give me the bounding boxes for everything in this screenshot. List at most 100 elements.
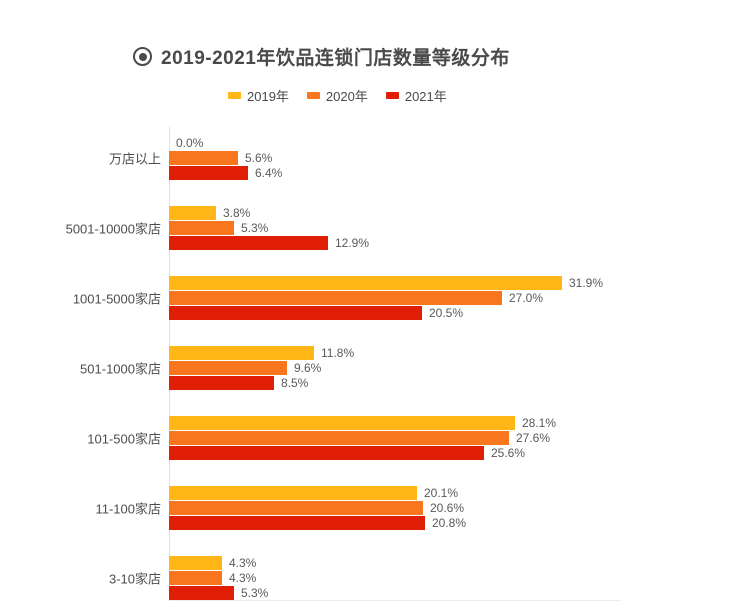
bar-row: 25.6% <box>169 446 729 460</box>
category-label: 11-100家店 <box>95 501 161 517</box>
bar-row: 20.1% <box>169 486 729 500</box>
bar-value-label: 25.6% <box>491 446 526 460</box>
bar-2020年 <box>169 431 509 445</box>
bar-set: 20.1% 20.6% 20.8% <box>169 486 729 530</box>
bar-value-label: 4.3% <box>229 556 257 570</box>
category-label: 万店以上 <box>108 151 161 167</box>
bar-row: 20.8% <box>169 516 729 530</box>
bar-2021年 <box>169 446 484 460</box>
bar-row: 11.8% <box>169 346 729 360</box>
bar-value-label: 5.6% <box>245 151 273 165</box>
bar-row: 5.3% <box>169 586 729 600</box>
bar-value-label: 20.5% <box>429 306 464 320</box>
bar-value-label: 31.9% <box>569 276 604 290</box>
bar-2019年 <box>169 556 222 570</box>
bar-value-label: 6.4% <box>255 166 283 180</box>
bar-2020年 <box>169 501 423 515</box>
bar-row: 0.0% <box>169 136 729 150</box>
bullseye-icon <box>133 47 152 66</box>
bar-value-label: 8.5% <box>281 376 309 390</box>
bar-value-label: 5.3% <box>241 221 269 235</box>
bar-row: 28.1% <box>169 416 729 430</box>
category-label: 1001-5000家店 <box>72 291 161 307</box>
bar-value-label: 28.1% <box>522 416 557 430</box>
legend-swatch-2019 <box>228 92 241 99</box>
bar-group: 3-10家店 4.3% 4.3% 5.3% <box>0 556 729 600</box>
category-label: 3-10家店 <box>108 571 161 587</box>
bar-row: 20.6% <box>169 501 729 515</box>
bar-set: 31.9% 27.0% 20.5% <box>169 276 729 320</box>
bar-2019年 <box>169 416 515 430</box>
chart-title: 2019-2021年饮品连锁门店数量等级分布 <box>161 48 510 69</box>
category-label: 5001-10000家店 <box>65 221 161 237</box>
category-label: 101-500家店 <box>87 431 161 447</box>
bar-group: 万店以上 0.0% 5.6% 6.4% <box>0 136 729 180</box>
bar-row: 20.5% <box>169 306 729 320</box>
bar-2019年 <box>169 486 417 500</box>
legend-item-2019[interactable]: 2019年 <box>228 86 289 105</box>
x-axis-line <box>169 600 621 601</box>
bar-value-label: 12.9% <box>335 236 370 250</box>
bar-value-label: 20.6% <box>430 501 465 515</box>
bar-2021年 <box>169 236 328 250</box>
bar-value-label: 20.8% <box>432 516 467 530</box>
bar-row: 4.3% <box>169 556 729 570</box>
bar-row: 4.3% <box>169 571 729 585</box>
bar-set: 3.8% 5.3% 12.9% <box>169 206 729 250</box>
bar-group: 501-1000家店 11.8% 9.6% 8.5% <box>0 346 729 390</box>
legend-label-2020: 2020年 <box>325 89 368 104</box>
chart-title-row: 2019-2021年饮品连锁门店数量等级分布 <box>133 43 510 70</box>
bar-groups: 万店以上 0.0% 5.6% 6.4% 5001-10000家店 3.8% 5.3% 12.9… <box>0 136 729 600</box>
chart-legend: 2019年 2020年 2021年 <box>228 86 447 105</box>
bullseye-dot-icon <box>138 52 147 61</box>
bar-value-label: 27.6% <box>516 431 551 445</box>
legend-label-2019: 2019年 <box>247 89 289 104</box>
legend-swatch-2020 <box>306 92 320 99</box>
bar-value-label: 5.3% <box>241 586 269 600</box>
bar-value-label: 3.8% <box>223 206 251 220</box>
bar-group: 101-500家店 28.1% 27.6% 25.6% <box>0 416 729 460</box>
legend-item-2021[interactable]: 2021年 <box>385 86 447 105</box>
bar-group: 11-100家店 20.1% 20.6% 20.8% <box>0 486 729 530</box>
legend-label-2021: 2021年 <box>404 89 447 104</box>
bar-set: 28.1% 27.6% 25.6% <box>169 416 729 460</box>
bar-2019年 <box>169 276 562 290</box>
bar-value-label: 20.1% <box>424 486 459 500</box>
bar-2020年 <box>169 361 287 375</box>
bar-row: 6.4% <box>169 166 729 180</box>
bar-2020年 <box>169 151 238 165</box>
bar-2021年 <box>169 306 422 320</box>
bar-value-label: 11.8% <box>321 346 355 360</box>
bar-2021年 <box>169 166 248 180</box>
bar-row: 31.9% <box>169 276 729 290</box>
bar-2021年 <box>169 586 234 600</box>
bar-value-label: 4.3% <box>229 571 257 585</box>
bar-2021年 <box>169 376 274 390</box>
bar-row: 27.6% <box>169 431 729 445</box>
bar-group: 5001-10000家店 3.8% 5.3% 12.9% <box>0 206 729 250</box>
bar-row: 27.0% <box>169 291 729 305</box>
bar-value-label: 9.6% <box>294 361 322 375</box>
bar-2019年 <box>169 346 314 360</box>
bar-group: 1001-5000家店 31.9% 27.0% 20.5% <box>0 276 729 320</box>
bar-set: 0.0% 5.6% 6.4% <box>169 136 729 180</box>
bar-2021年 <box>169 516 425 530</box>
bar-row: 12.9% <box>169 236 729 250</box>
bar-2020年 <box>169 291 502 305</box>
legend-item-2020[interactable]: 2020年 <box>306 86 368 105</box>
bar-set: 4.3% 4.3% 5.3% <box>169 556 729 600</box>
bar-row: 5.6% <box>169 151 729 165</box>
bar-2019年 <box>169 206 216 220</box>
legend-swatch-2021 <box>385 92 399 99</box>
bar-row: 8.5% <box>169 376 729 390</box>
bar-row: 5.3% <box>169 221 729 235</box>
bar-row: 3.8% <box>169 206 729 220</box>
bar-row: 9.6% <box>169 361 729 375</box>
category-label: 501-1000家店 <box>80 361 161 377</box>
bar-2020年 <box>169 221 234 235</box>
bar-value-label: 0.0% <box>176 136 204 150</box>
bar-value-label: 27.0% <box>509 291 544 305</box>
bar-set: 11.8% 9.6% 8.5% <box>169 346 729 390</box>
bar-2020年 <box>169 571 222 585</box>
